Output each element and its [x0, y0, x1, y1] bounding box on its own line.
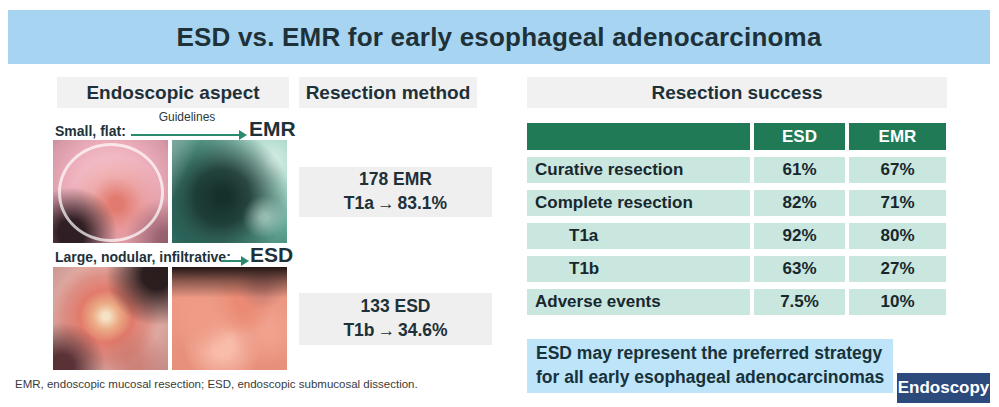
section-header-resection-success: Resection success	[527, 77, 947, 108]
table-col-header-esd: ESD	[754, 123, 845, 150]
endoscopic-image	[53, 267, 168, 370]
abbreviations-footnote: EMR, endoscopic mucosal resection; ESD, …	[15, 378, 418, 390]
emr-value: 27%	[849, 256, 946, 282]
method-stat-box-esd: 133 ESD T1b→34.6%	[299, 293, 492, 345]
esd-value: 63%	[754, 256, 845, 282]
endoscopic-image	[172, 140, 287, 243]
table-row: Adverse events 7.5% 10%	[527, 289, 947, 315]
stage-value: 83.1%	[398, 193, 448, 213]
method-result: T1a→83.1%	[344, 192, 447, 216]
resection-success-table: ESD EMR Curative resection 61% 67% Compl…	[527, 123, 947, 322]
section-header-resection-method: Resection method	[299, 77, 477, 108]
conclusion-box: ESD may represent the preferred strategy…	[527, 339, 893, 393]
table-header-row: ESD EMR	[527, 123, 947, 150]
stage-label: T1a	[344, 193, 374, 213]
graphical-abstract: ESD vs. EMR for early esophageal adenoca…	[0, 0, 999, 407]
endoscopy-journal-logo: Endoscopy	[897, 373, 990, 403]
conclusion-line-2: for all early esophageal adenocarcinomas	[536, 366, 893, 390]
lesion-type-label-large-nodular: Large, nodular, infiltrative:	[55, 249, 231, 265]
row-label: Complete resection	[527, 190, 750, 216]
emr-value: 67%	[849, 157, 946, 183]
method-result: T1b→34.6%	[343, 319, 447, 343]
method-count: 133 ESD	[360, 295, 430, 319]
method-target-emr: EMR	[249, 117, 296, 141]
arrow-right-icon: →	[378, 320, 396, 340]
emr-value: 10%	[849, 289, 946, 315]
table-corner-cell	[527, 123, 750, 150]
esd-value: 7.5%	[754, 289, 845, 315]
stage-value: 34.6%	[398, 320, 448, 340]
page-title: ESD vs. EMR for early esophageal adenoca…	[176, 22, 821, 53]
lesion-type-label-small-flat: Small, flat:	[55, 123, 126, 139]
method-count: 178 EMR	[359, 168, 432, 192]
emr-value: 80%	[849, 223, 946, 249]
stage-label: T1b	[343, 320, 374, 340]
esd-value: 82%	[754, 190, 845, 216]
table-row: T1a 92% 80%	[527, 223, 947, 249]
table-row: Complete resection 82% 71%	[527, 190, 947, 216]
row-label: T1a	[527, 223, 750, 249]
emr-value: 71%	[849, 190, 946, 216]
method-target-esd: ESD	[250, 243, 293, 267]
conclusion-line-1: ESD may represent the preferred strategy	[536, 342, 893, 366]
table-col-header-emr: EMR	[849, 123, 946, 150]
esd-value: 61%	[754, 157, 845, 183]
guidelines-arrow-icon	[131, 134, 239, 136]
table-row: T1b 63% 27%	[527, 256, 947, 282]
guidelines-caption: Guidelines	[131, 110, 243, 124]
method-stat-box-emr: 178 EMR T1a→83.1%	[299, 167, 492, 217]
arrow-right-icon: →	[377, 193, 395, 213]
table-row: Curative resection 61% 67%	[527, 157, 947, 183]
row-label: Adverse events	[527, 289, 750, 315]
title-bar: ESD vs. EMR for early esophageal adenoca…	[8, 10, 990, 64]
endoscopic-image	[53, 140, 168, 243]
row-label: Curative resection	[527, 157, 750, 183]
endoscopic-image	[172, 267, 287, 370]
arrow-icon	[221, 260, 241, 262]
section-header-endoscopic-aspect: Endoscopic aspect	[57, 77, 289, 108]
row-label: T1b	[527, 256, 750, 282]
esd-value: 92%	[754, 223, 845, 249]
